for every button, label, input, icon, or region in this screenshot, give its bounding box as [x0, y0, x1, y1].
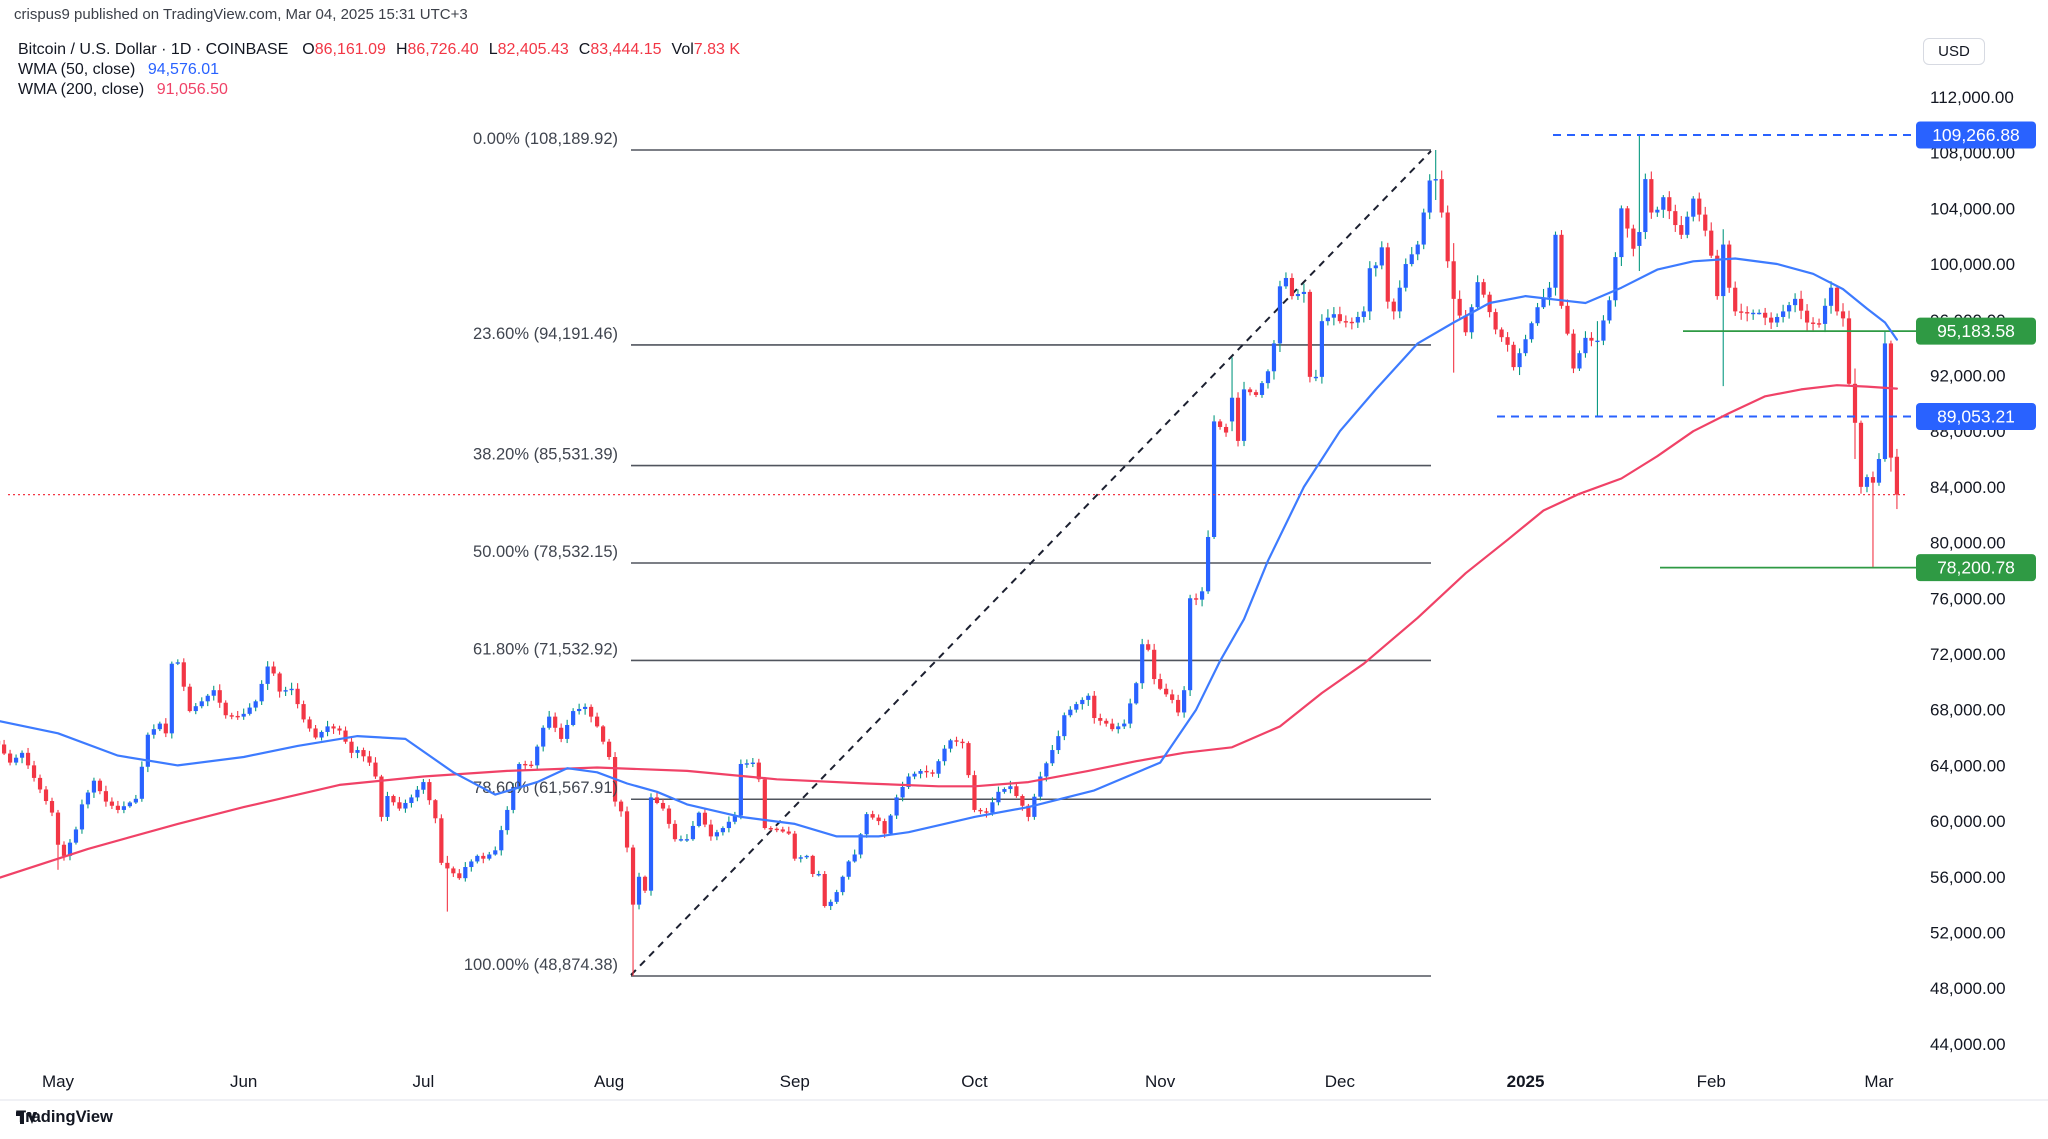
svg-text:89,053.21: 89,053.21: [1937, 406, 2015, 426]
svg-text:95,183.58: 95,183.58: [1937, 321, 2015, 341]
svg-text:23.60% (94,191.46): 23.60% (94,191.46): [473, 325, 618, 343]
ohlc-label: H: [395, 41, 408, 58]
price-tick-label: 44,000.00: [1930, 1035, 2006, 1054]
tradingview-attribution[interactable]: TradingView: [16, 1108, 113, 1127]
wma50-value: 94,576.01: [147, 61, 219, 78]
fib-retracement-labels: 0.00% (108,189.92) 23.60% (94,191.46) 38.2…: [464, 130, 618, 974]
svg-text:78.60% (61,567.91): 78.60% (61,567.91): [473, 779, 618, 797]
svg-text:78,200.78: 78,200.78: [1937, 558, 2015, 578]
month-tick-label: Jul: [413, 1072, 435, 1091]
indicator-row-wma200[interactable]: WMA (200, close) 91,056.50: [18, 80, 750, 100]
month-tick-label: Oct: [961, 1072, 988, 1091]
symbol-row[interactable]: Bitcoin / U.S. Dollar · 1D · COINBASE O86…: [18, 40, 750, 60]
price-tick-label: 56,000.00: [1930, 868, 2006, 887]
price-tick-label: 60,000.00: [1930, 812, 2006, 831]
price-tick-label: 84,000.00: [1930, 478, 2006, 497]
svg-text:61.80% (71,532.92): 61.80% (71,532.92): [473, 640, 618, 658]
indicator-row-wma50[interactable]: WMA (50, close) 94,576.01: [18, 60, 750, 80]
price-tick-label: 52,000.00: [1930, 923, 2006, 942]
price-tick-label: 112,000.00: [1930, 88, 2014, 107]
svg-text:0.00% (108,189.92): 0.00% (108,189.92): [473, 130, 618, 148]
month-tick-label: Nov: [1145, 1072, 1176, 1091]
wma50-line[interactable]: [0, 257, 1899, 838]
price-tick-label: 100,000.00: [1930, 255, 2015, 274]
trendline-dashed[interactable]: [630, 150, 1432, 976]
publish-line: crispus9 published on TradingView.com, M…: [14, 6, 468, 23]
svg-text:38.20% (85,531.39): 38.20% (85,531.39): [473, 446, 618, 464]
wma200-value: 91,056.50: [156, 81, 228, 98]
price-tick-label: 76,000.00: [1930, 589, 2006, 608]
wma200-line[interactable]: [0, 384, 1899, 879]
wma50-label: WMA (50, close): [18, 61, 136, 78]
month-tick-label: Mar: [1864, 1072, 1894, 1091]
price-tick-label: 48,000.00: [1930, 979, 2006, 998]
currency-toggle[interactable]: USD: [1923, 38, 1985, 65]
month-tick-label: 2025: [1507, 1072, 1545, 1091]
ohlc-label: O: [302, 41, 315, 58]
price-tick-label: 80,000.00: [1930, 534, 2006, 553]
price-tick-label: 64,000.00: [1930, 756, 2006, 775]
symbol-title: Bitcoin / U.S. Dollar · 1D · COINBASE: [18, 41, 289, 58]
ohlc-values: O86,161.09 H86,726.40 L82,405.43 C83,444.15…: [302, 41, 750, 58]
ohlc-value: 86,161.09: [314, 41, 386, 58]
month-tick-label: Dec: [1325, 1072, 1356, 1091]
candle-bodies: [0, 179, 1900, 907]
month-tick-label: Sep: [780, 1072, 810, 1091]
ohlc-value: 83,444.15: [590, 41, 662, 58]
ohlc-value: 82,405.43: [497, 41, 569, 58]
svg-text:100.00% (48,874.38): 100.00% (48,874.38): [464, 956, 618, 974]
tradingview-logo-text: TradingView: [16, 1108, 113, 1126]
price-tags: 109,266.88 95,183.58 89,053.21 78,200.78: [1916, 121, 2036, 582]
ohlc-label: Vol: [671, 41, 694, 58]
month-tick-label: Feb: [1697, 1072, 1726, 1091]
price-tick-label: 68,000.00: [1930, 701, 2006, 720]
chart-legend: Bitcoin / U.S. Dollar · 1D · COINBASE O86…: [18, 40, 750, 100]
ohlc-value: 86,726.40: [407, 41, 479, 58]
ohlc-label: C: [578, 41, 591, 58]
ohlc-value: 7.83 K: [693, 41, 741, 58]
price-tick-label: 104,000.00: [1930, 199, 2015, 218]
price-tick-label: 72,000.00: [1930, 645, 2006, 664]
wma200-label: WMA (200, close): [18, 81, 145, 98]
svg-text:50.00% (78,532.15): 50.00% (78,532.15): [473, 543, 618, 561]
price-level-lines[interactable]: [1497, 134, 1916, 569]
month-tick-label: May: [42, 1072, 75, 1091]
svg-text:109,266.88: 109,266.88: [1932, 125, 2020, 145]
month-tick-label: Aug: [594, 1072, 624, 1091]
tradingview-logo-icon: [16, 1112, 37, 1124]
time-axis[interactable]: May Jun Jul Aug Sep Oct Nov Dec 2025 Feb Mar: [42, 1072, 1894, 1091]
price-axis[interactable]: 44,000.00 48,000.00 52,000.00 56,000.00 60,0…: [1930, 88, 2015, 1054]
price-tick-label: 92,000.00: [1930, 366, 2006, 385]
ohlc-label: L: [488, 41, 498, 58]
month-tick-label: Jun: [230, 1072, 257, 1091]
candle-wicks: [3, 135, 1898, 977]
